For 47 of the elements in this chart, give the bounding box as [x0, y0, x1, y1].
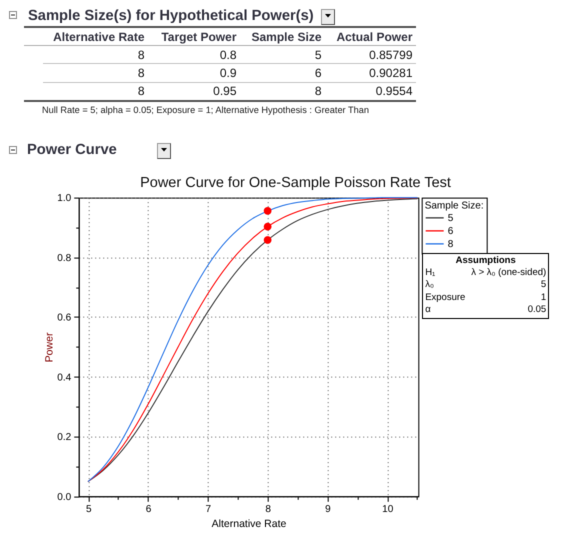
legend-label: 5 — [448, 212, 454, 224]
text: Sample Size(s) for Hypothetical Power(s) — [28, 8, 314, 25]
legend-label: 8 — [448, 238, 454, 250]
text: 0.90281 — [369, 66, 412, 80]
x-tick-label: 5 — [86, 504, 92, 515]
text: 5 — [540, 279, 546, 290]
chart-title: Power Curve — [27, 142, 117, 159]
text: 0.85799 — [369, 48, 412, 62]
y-tick-label: 0.0 — [57, 492, 72, 503]
x-tick-label: 6 — [146, 504, 152, 515]
x-axis-title: Alternative Rate — [212, 518, 287, 530]
y-tick-label: 1.0 — [57, 193, 72, 204]
text: Sample Size — [251, 30, 322, 44]
text: 0.9554 — [376, 84, 412, 98]
text: Target Power — [161, 30, 236, 44]
text: H₁ — [425, 266, 436, 278]
text: 0.9 — [220, 66, 236, 80]
text: 0.8 — [220, 48, 236, 62]
text: λ₀ — [425, 279, 434, 290]
legend-label: 6 — [448, 226, 454, 237]
text: λ > λ₀ (one-sided) — [471, 266, 546, 278]
y-tick-label: 0.2 — [57, 432, 72, 444]
x-tick-label: 9 — [325, 504, 332, 515]
text: Actual Power — [336, 30, 412, 44]
text: Exposure — [425, 292, 466, 303]
text: 6 — [314, 66, 322, 80]
y-tick-label: 0.6 — [57, 312, 72, 324]
y-tick-label: 0.4 — [57, 372, 72, 384]
text: 8 — [314, 84, 322, 98]
y-tick-label: 0.8 — [57, 252, 72, 264]
text: Assumptions — [454, 254, 517, 266]
text: 8 — [136, 84, 144, 98]
x-tick-label: 7 — [206, 504, 212, 515]
legend-title: Sample Size: — [424, 200, 484, 212]
chart-subtitle: Power Curve for One-Sample Poisson Rate Test — [140, 175, 451, 192]
x-tick-label: 10 — [382, 504, 394, 515]
text: α — [425, 304, 431, 316]
y-axis-title: Power — [43, 332, 56, 362]
text: 0.95 — [213, 84, 236, 98]
text: Alternative Rate — [52, 30, 144, 44]
text: Null Rate = 5; alpha = 0.05; Exposure = 1; Alternative Hypothesis : Greater Than — [42, 105, 369, 116]
text: 8 — [136, 66, 144, 80]
text: 8 — [136, 48, 144, 62]
x-tick-label: 8 — [265, 504, 272, 515]
text: 5 — [314, 48, 322, 62]
text: 1 — [540, 292, 546, 303]
text: 0.05 — [528, 304, 546, 316]
